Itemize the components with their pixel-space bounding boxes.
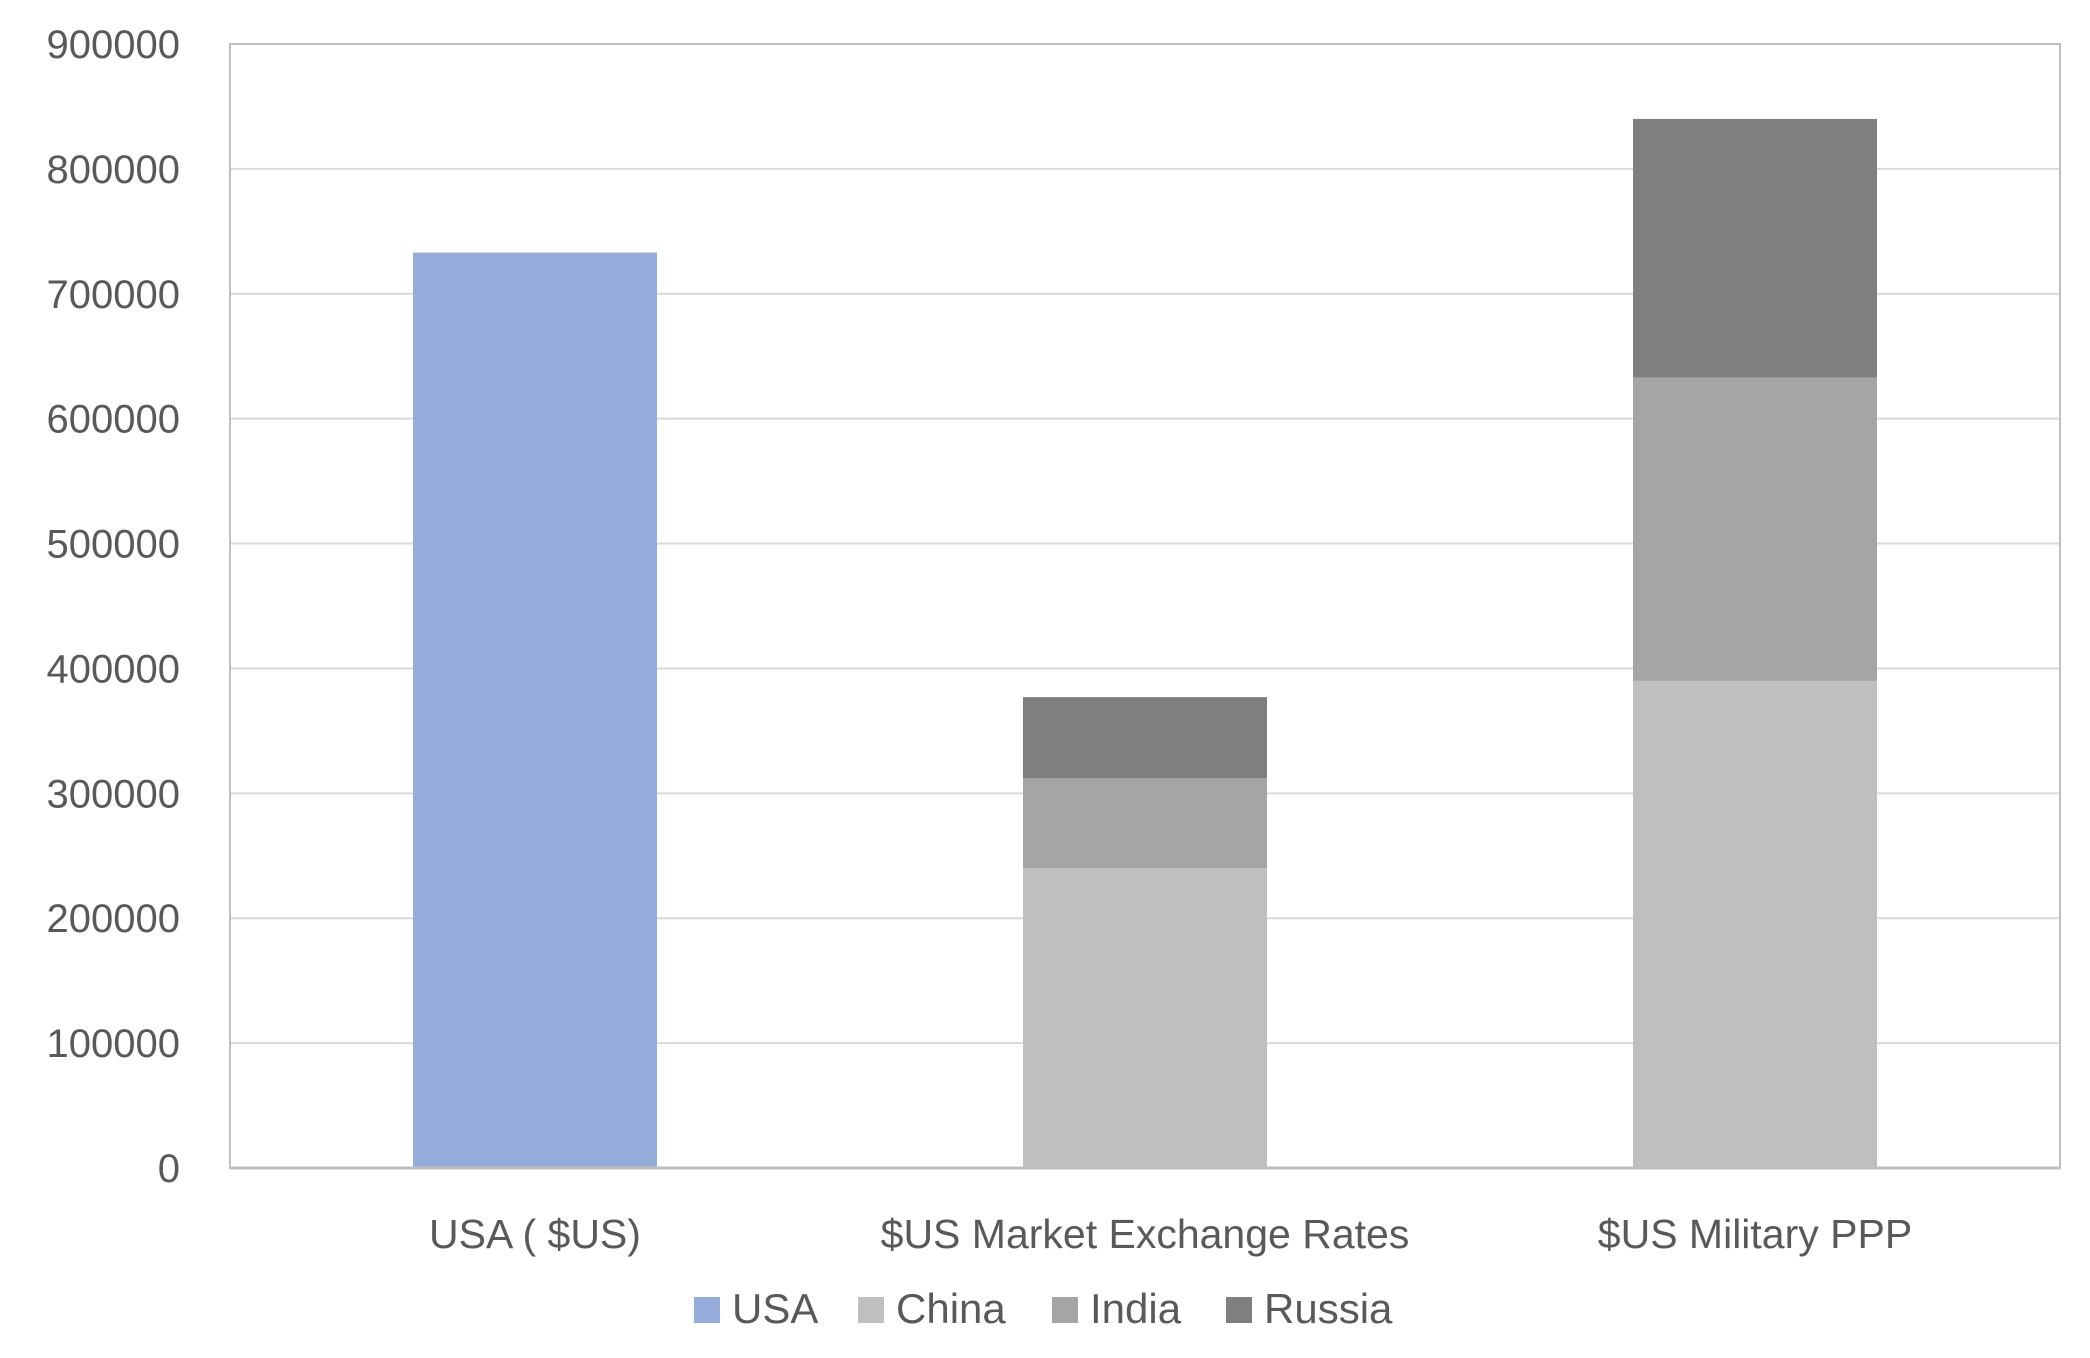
x-category-label: USA ( $US) [429,1211,641,1257]
legend-label-usa: USA [732,1285,818,1332]
x-category-label: $US Market Exchange Rates [881,1211,1410,1257]
y-tick-label: 100000 [47,1022,180,1066]
y-tick-label: 600000 [47,398,180,442]
legend-swatch-usa [694,1297,720,1323]
y-tick-label: 700000 [47,273,180,317]
bar-india-1 [1023,778,1267,869]
y-tick-label: 0 [158,1147,180,1191]
bar-india-2 [1633,377,1877,681]
bar-china-2 [1633,680,1877,1168]
legend-label-russia: Russia [1264,1285,1393,1332]
bar-usa-0 [413,252,657,1168]
y-tick-label: 500000 [47,523,180,567]
x-category-label: $US Military PPP [1598,1211,1912,1257]
y-tick-label: 300000 [47,772,180,816]
legend: USA China India Russia [694,1285,1393,1332]
legend-swatch-russia [1226,1297,1252,1323]
legend-swatch-india [1052,1297,1078,1323]
y-tick-label: 200000 [47,897,180,941]
bars [413,118,1877,1168]
y-tick-label: 800000 [47,148,180,192]
bar-russia-1 [1023,697,1267,779]
legend-label-china: China [896,1285,1006,1332]
y-tick-label: 400000 [47,647,180,691]
bar-china-1 [1023,868,1267,1168]
legend-swatch-china [858,1297,884,1323]
y-tick-label: 900000 [47,23,180,67]
legend-label-india: India [1090,1285,1182,1332]
bar-russia-2 [1633,118,1877,378]
axes: 0 100000 200000 300000 400000 500000 600000 700… [47,23,2061,1257]
